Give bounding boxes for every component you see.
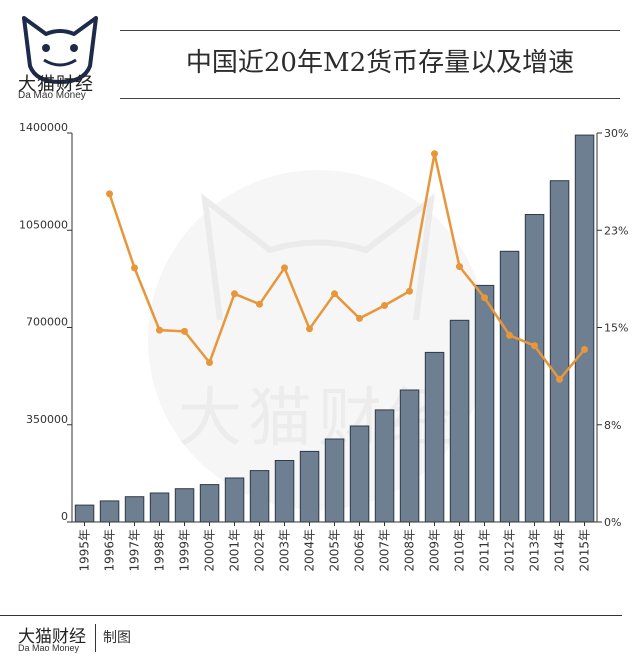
left-tick-label: 700000 <box>26 316 68 329</box>
bar <box>374 409 395 523</box>
bar <box>274 460 295 523</box>
x-tick-label: 2004年 <box>303 529 317 572</box>
bar <box>574 134 595 523</box>
brand-name-cn: 大猫财经 <box>18 74 94 95</box>
x-tick-label: 2005年 <box>328 529 342 572</box>
footer-brand-en: Da Mao Money <box>18 643 80 653</box>
right-tick-label: 15% <box>604 322 628 335</box>
bar <box>549 180 570 523</box>
x-tick-label: 1999年 <box>178 529 192 572</box>
growth-point <box>581 346 588 353</box>
x-tick-label: 2013年 <box>528 529 542 572</box>
x-tick-label: 2010年 <box>453 529 467 572</box>
x-tick-label: 2001年 <box>228 529 242 572</box>
bar <box>324 438 345 523</box>
bar <box>474 284 495 523</box>
growth-point <box>531 342 538 350</box>
x-tick-label: 2000年 <box>203 529 217 572</box>
title-rule-bottom <box>120 98 620 99</box>
right-tick-label: 0% <box>604 516 621 529</box>
growth-point <box>231 290 238 298</box>
bar <box>349 425 370 523</box>
bar <box>499 250 520 523</box>
brand-name-en: Da Mao Money <box>18 90 86 101</box>
growth-point <box>331 290 338 298</box>
right-tick-label: 30% <box>604 127 628 140</box>
growth-point <box>206 359 213 366</box>
left-axis: 0 350000 700000 1050000 1400000 <box>19 121 73 523</box>
bar <box>149 492 170 523</box>
bar <box>199 484 220 523</box>
growth-point <box>181 327 188 335</box>
bar <box>449 319 470 523</box>
cat-logo-icon <box>22 16 98 84</box>
growth-line <box>108 152 586 381</box>
x-tick-label: 2002年 <box>253 529 267 572</box>
x-tick-label: 2015年 <box>578 529 592 572</box>
left-tick-label: 350000 <box>26 413 68 426</box>
bar <box>124 496 145 523</box>
bar <box>424 351 445 523</box>
left-tick-label: 0 <box>61 510 68 523</box>
growth-point <box>281 264 288 272</box>
x-tick-label: 1997年 <box>128 529 142 572</box>
right-tick-label: 23% <box>604 224 628 237</box>
growth-point <box>306 325 313 333</box>
bar <box>74 504 95 523</box>
bar <box>299 450 320 523</box>
growth-point <box>256 300 263 308</box>
x-tick-label: 2014年 <box>553 529 567 572</box>
footer-separator <box>95 624 96 652</box>
bar <box>249 470 270 523</box>
x-axis: 1995年 1996年 1997年 1998年 1999年 2000年 2001年 2002年… <box>72 521 597 572</box>
growth-point <box>406 287 413 295</box>
x-tick-label: 1998年 <box>153 529 167 572</box>
chart-title: 中国近20年M2货币存量以及增速 <box>185 48 575 78</box>
x-tick-label: 2008年 <box>403 529 417 572</box>
growth-point <box>431 150 438 158</box>
bar <box>99 500 120 523</box>
x-tick-label: 2007年 <box>378 529 392 572</box>
growth-point <box>556 375 563 383</box>
left-tick-label: 1400000 <box>19 121 68 134</box>
growth-point <box>506 331 513 339</box>
growth-line-series <box>106 150 588 383</box>
growth-point <box>156 326 163 334</box>
x-tick-label: 2006年 <box>353 529 367 572</box>
growth-point <box>106 190 113 198</box>
x-tick-label: 1996年 <box>103 529 117 572</box>
bar <box>524 214 545 523</box>
x-tick-label: 2003年 <box>278 529 292 572</box>
growth-point <box>456 263 463 271</box>
bar <box>224 477 245 523</box>
x-tick-label: 1995年 <box>78 529 92 572</box>
right-tick-label: 8% <box>604 419 621 432</box>
left-tick-label: 1050000 <box>19 218 68 231</box>
bar <box>399 389 420 523</box>
bar <box>174 488 195 523</box>
x-tick-label: 2011年 <box>478 529 492 572</box>
growth-point <box>131 264 138 272</box>
growth-point <box>481 294 488 302</box>
right-axis: 0% 8% 15% 23% 30% <box>596 127 628 529</box>
x-tick-label: 2009年 <box>428 529 442 572</box>
footer-credit: 制图 <box>103 630 131 646</box>
footer-brand-cn: 大猫财经 <box>18 627 86 647</box>
title-rule-top <box>120 30 620 31</box>
growth-point <box>356 314 363 322</box>
bar-series <box>74 134 595 523</box>
x-tick-label: 2012年 <box>503 529 517 572</box>
growth-point <box>381 302 388 309</box>
footer-rule <box>0 615 622 616</box>
